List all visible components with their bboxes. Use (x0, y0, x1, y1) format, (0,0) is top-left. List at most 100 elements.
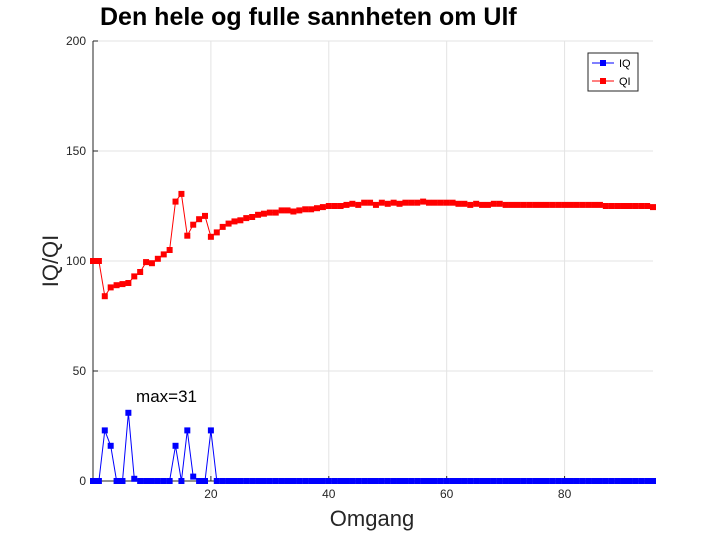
data-point (591, 478, 598, 484)
data-point (184, 427, 191, 434)
data-point (249, 214, 256, 220)
data-point (484, 201, 491, 208)
data-point (349, 478, 356, 484)
data-point (243, 215, 250, 222)
legend-label: QI (619, 76, 631, 88)
data-point (355, 201, 362, 208)
data-point (455, 478, 462, 484)
data-point (579, 201, 586, 208)
data-point (225, 478, 232, 484)
legend-label: IQ (619, 58, 631, 70)
legend-marker (600, 60, 606, 66)
data-point (614, 203, 621, 209)
data-point (378, 199, 385, 206)
data-point (402, 478, 409, 484)
annotations: max=31 (136, 387, 197, 406)
data-point (449, 478, 456, 484)
data-point (95, 478, 102, 484)
data-point (331, 203, 338, 209)
data-point (508, 478, 515, 484)
data-point (390, 199, 397, 206)
data-point (644, 203, 651, 209)
data-point (461, 478, 468, 484)
data-point (337, 478, 344, 484)
data-point (420, 478, 427, 484)
data-point (302, 478, 309, 484)
data-point (178, 478, 185, 484)
data-point (190, 221, 197, 228)
data-point (567, 201, 574, 208)
data-point (414, 199, 421, 206)
data-point (131, 475, 138, 482)
data-point (508, 201, 515, 208)
data-point (231, 218, 238, 225)
data-point (290, 208, 297, 215)
data-point (408, 478, 415, 484)
data-point (384, 200, 391, 207)
data-point (414, 478, 421, 484)
data-point (302, 206, 309, 213)
data-point (496, 478, 503, 484)
data-point (608, 203, 615, 209)
data-point (579, 478, 586, 484)
data-point (272, 209, 279, 216)
data-point (502, 478, 509, 484)
x-tick-label: 40 (322, 487, 336, 501)
data-point (125, 280, 132, 286)
data-point (479, 201, 486, 208)
data-point (650, 204, 656, 211)
data-point (308, 478, 315, 484)
data-point (573, 478, 580, 484)
data-point (367, 478, 374, 484)
data-point (101, 427, 108, 434)
data-point (585, 201, 592, 208)
data-point (378, 478, 385, 484)
data-point (361, 199, 368, 206)
data-point (626, 478, 633, 484)
legend: IQ QI (587, 52, 639, 92)
data-point (284, 478, 291, 484)
data-point (372, 478, 379, 484)
data-point (107, 284, 114, 291)
data-point (437, 478, 444, 484)
y-axis-title: IQ/QI (38, 235, 63, 288)
data-point (620, 203, 627, 209)
data-point (543, 201, 550, 208)
data-point (343, 201, 350, 208)
data-point (225, 220, 232, 227)
data-point (319, 478, 326, 484)
x-tick-label: 60 (440, 487, 454, 501)
data-point (325, 478, 332, 484)
data-point (308, 206, 315, 213)
data-point (567, 478, 574, 484)
data-point (514, 478, 521, 484)
data-point (125, 409, 132, 416)
data-point (107, 442, 114, 449)
tick-labels: 0 50 100 150 200 20 40 60 80 (66, 34, 572, 501)
data-point (437, 199, 444, 206)
data-point (255, 478, 262, 484)
data-point (343, 478, 350, 484)
data-point (402, 199, 409, 206)
data-point (113, 282, 120, 289)
data-point (614, 478, 621, 484)
data-point (549, 478, 556, 484)
data-point (296, 478, 303, 484)
data-point (532, 201, 539, 208)
data-point (591, 201, 598, 208)
data-point (314, 478, 320, 484)
data-point (638, 478, 645, 484)
data-point (166, 247, 173, 253)
data-point (278, 207, 285, 214)
data-point (255, 211, 262, 218)
data-point (420, 198, 427, 205)
data-point (561, 478, 568, 484)
data-point (143, 259, 150, 266)
data-point (172, 198, 179, 205)
data-point (160, 478, 167, 484)
data-point (585, 478, 592, 484)
data-point (90, 258, 96, 264)
data-point (455, 200, 462, 207)
data-point (467, 201, 474, 208)
